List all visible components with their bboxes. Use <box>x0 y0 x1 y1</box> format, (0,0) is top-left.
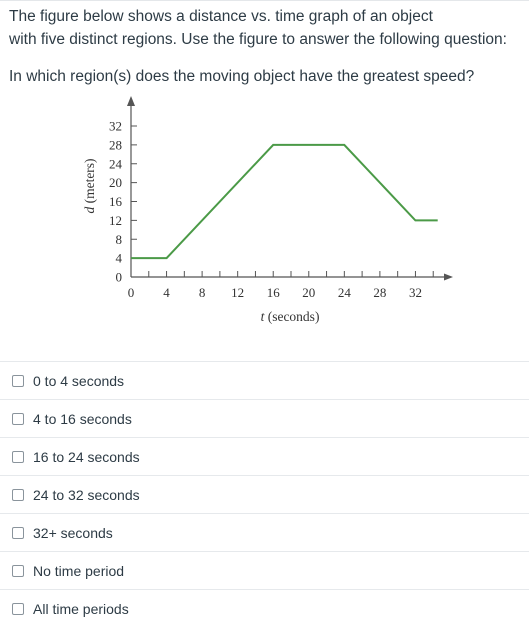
answer-list: 0 to 4 seconds 4 to 16 seconds 16 to 24 … <box>0 361 529 627</box>
answer-label: 4 to 16 seconds <box>33 410 132 427</box>
checkbox[interactable] <box>12 450 24 463</box>
answer-option-none[interactable]: No time period <box>0 551 529 589</box>
x-tick-label: 12 <box>231 285 244 300</box>
y-tick-label: 24 <box>109 156 123 171</box>
question-prompt: In which region(s) does the moving objec… <box>9 68 475 85</box>
question-text: The figure below shows a distance vs. ti… <box>9 5 524 88</box>
x-axis-label: t (seconds) <box>261 309 320 324</box>
y-tick-label: 20 <box>109 175 122 190</box>
x-tick-label: 28 <box>373 285 386 300</box>
x-tick-label: 32 <box>409 285 422 300</box>
answer-option-all[interactable]: All time periods <box>0 589 529 627</box>
distance-time-graph: 0 4 8 12 16 20 24 28 32 0 4 8 12 16 20 24 28 32 t (seconds… <box>82 96 453 324</box>
checkbox[interactable] <box>12 564 24 577</box>
answer-option-32-plus[interactable]: 32+ seconds <box>0 513 529 551</box>
answer-label: All time periods <box>33 600 129 617</box>
y-axis-label: d (meters) <box>82 158 97 213</box>
y-axis-arrow <box>127 96 135 106</box>
answer-option-24-to-32[interactable]: 24 to 32 seconds <box>0 475 529 513</box>
y-tick-label: 28 <box>109 137 122 152</box>
x-axis-arrow <box>444 273 453 281</box>
y-tick-label: 8 <box>116 232 123 247</box>
answer-label: 0 to 4 seconds <box>33 372 125 389</box>
top-divider <box>0 0 529 1</box>
y-tick-label: 16 <box>109 194 123 209</box>
x-tick-label: 16 <box>267 285 281 300</box>
y-tick-label: 4 <box>116 251 123 266</box>
answer-label: 32+ seconds <box>33 524 113 541</box>
y-tick-label: 0 <box>116 270 123 285</box>
y-tick-label: 12 <box>109 213 122 228</box>
y-tick-label: 32 <box>109 119 122 134</box>
answer-label: 24 to 32 seconds <box>33 486 140 503</box>
answer-option-0-to-4[interactable]: 0 to 4 seconds <box>0 361 529 399</box>
x-tick-label: 0 <box>128 285 135 300</box>
question-line-2: with five distinct regions. Use the figu… <box>9 31 507 48</box>
question-line-1: The figure below shows a distance vs. ti… <box>9 8 433 25</box>
checkbox[interactable] <box>12 602 24 615</box>
answer-label: No time period <box>33 562 125 579</box>
checkbox[interactable] <box>12 374 24 387</box>
x-tick-label: 8 <box>199 285 206 300</box>
answer-label: 16 to 24 seconds <box>33 448 140 465</box>
distance-series-line <box>131 143 438 260</box>
answer-option-16-to-24[interactable]: 16 to 24 seconds <box>0 437 529 475</box>
checkbox[interactable] <box>12 488 24 501</box>
checkbox[interactable] <box>12 526 24 539</box>
checkbox[interactable] <box>12 412 24 425</box>
x-tick-label: 4 <box>163 285 170 300</box>
x-tick-label: 24 <box>338 285 352 300</box>
x-tick-label: 20 <box>302 285 315 300</box>
answer-option-4-to-16[interactable]: 4 to 16 seconds <box>0 399 529 437</box>
